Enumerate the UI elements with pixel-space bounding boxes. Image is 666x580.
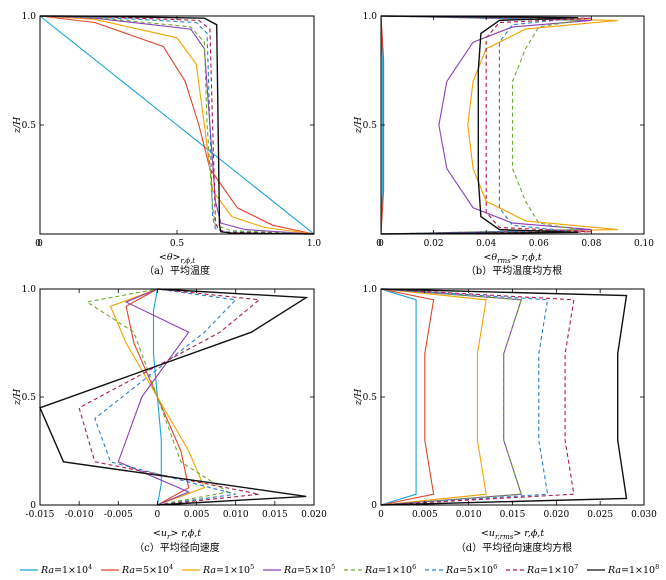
x-axis-label: <θ>r,ϕ,t xyxy=(159,252,195,265)
y-tick-label: 0.5 xyxy=(363,393,378,403)
legend-item: Ra=1×104 xyxy=(20,563,92,576)
y-tick-label: 1.0 xyxy=(363,12,378,22)
x-tick-label: 0.005 xyxy=(412,510,438,520)
series-line-7 xyxy=(380,15,579,235)
y-tick-label-origin: 0 xyxy=(376,239,382,249)
y-tick-label: 1.0 xyxy=(363,285,378,295)
chart-panel-1: 0 0.02 0.04 0.06 0.08 0.100.51.00z/H<θrms> r,… xyxy=(353,12,654,277)
x-tick-label: 0.010 xyxy=(223,510,249,520)
legend-item: Ra=1×108 xyxy=(587,563,659,576)
legend-item: Ra=5×105 xyxy=(263,563,335,576)
chart-panel-3: 0 0.005 0.010 0.015 0.020 0.025 0.030 0 0.5 1.0 z/… xyxy=(353,285,657,554)
series-line-5 xyxy=(380,15,566,235)
series-line-3 xyxy=(380,288,523,506)
x-tick-label: 0.010 xyxy=(456,510,482,520)
x-axis-label: <ur> r,ϕ,t xyxy=(153,528,201,541)
legend-label: Ra=5×106 xyxy=(445,563,497,576)
series-line-0 xyxy=(39,15,315,235)
series-line-1 xyxy=(39,15,315,235)
legend-label: Ra=1×105 xyxy=(202,563,254,576)
x-tick-label: -0.005 xyxy=(104,510,133,520)
x-tick-label: -0.010 xyxy=(65,510,94,520)
x-tick-label: 0.10 xyxy=(634,239,654,249)
y-tick-label: 0.5 xyxy=(22,121,37,131)
legend-item: Ra=1×106 xyxy=(344,563,416,576)
x-tick-label: 0.020 xyxy=(301,510,327,520)
series-line-5 xyxy=(380,288,549,506)
x-tick-label: 0.06 xyxy=(529,239,549,249)
series-line-2 xyxy=(39,15,315,235)
legend-label: Ra=1×107 xyxy=(526,563,578,576)
series-line-6 xyxy=(39,15,315,235)
plot-frame xyxy=(380,15,645,235)
panel-caption: （d）平均径向速度均方根 xyxy=(456,541,572,554)
series-line-5 xyxy=(94,288,237,506)
series-line-6 xyxy=(380,15,592,235)
legend-item: Ra=1×107 xyxy=(506,563,578,576)
legend-item: Ra=5×104 xyxy=(101,563,173,576)
y-tick-label: 0 xyxy=(371,501,377,511)
legend-item: Ra=5×106 xyxy=(425,563,497,576)
x-axis-label: <θrms> r,ϕ,t xyxy=(483,252,541,265)
panel-caption: （c）平均径向速度 xyxy=(134,541,220,554)
legend-label: Ra=1×108 xyxy=(607,563,659,576)
x-tick-label: 0 xyxy=(378,239,384,249)
series-line-0 xyxy=(380,288,417,506)
series-line-4 xyxy=(85,288,230,506)
y-tick-label: 0 xyxy=(30,501,36,511)
y-tick-label: 1.0 xyxy=(22,285,37,295)
plot-frame xyxy=(380,288,645,506)
panel-caption: （a）平均温度 xyxy=(144,264,210,277)
panel-caption: （b）平均温度均方根 xyxy=(466,264,562,277)
x-tick-label: 0 xyxy=(378,510,384,520)
y-axis-label: z/H xyxy=(12,388,23,406)
y-axis-label: z/H xyxy=(12,116,23,134)
x-tick-label: 0.04 xyxy=(476,239,496,249)
x-tick-label: 0 xyxy=(155,510,161,520)
x-tick-label: 0.08 xyxy=(581,239,601,249)
legend-label: Ra=5×104 xyxy=(121,563,173,576)
legend-label: Ra=5×105 xyxy=(283,563,335,576)
y-axis-label: z/H xyxy=(353,116,364,134)
legend-label: Ra=1×106 xyxy=(364,563,416,576)
x-tick-label: -0.015 xyxy=(26,510,55,520)
y-tick-label: 1.0 xyxy=(22,12,37,22)
x-tick-label: 0.5 xyxy=(170,239,185,249)
series-line-3 xyxy=(117,288,191,506)
series-line-7 xyxy=(380,288,628,506)
series-line-3 xyxy=(380,15,592,235)
y-tick-label-origin: 0 xyxy=(35,239,41,249)
series-line-4 xyxy=(380,288,523,506)
series-line-7 xyxy=(39,288,309,506)
y-tick-label: 0.5 xyxy=(363,121,378,131)
legend-label: Ra=1×104 xyxy=(40,563,92,576)
legend: Ra=1×104 Ra=5×104 Ra=1×105 Ra=5×105 Ra=1×106… xyxy=(20,563,659,576)
x-tick-label: 0.025 xyxy=(587,510,613,520)
legend-item: Ra=1×105 xyxy=(182,563,254,576)
chart-panel-2: -0.015 -0.010 -0.005 0 0.005 0.010 0.015 0.020 0… xyxy=(12,285,327,554)
x-tick-label: 1.0 xyxy=(307,239,322,249)
series-line-4 xyxy=(380,15,579,235)
x-tick-label: 0.030 xyxy=(631,510,657,520)
y-axis-label: z/H xyxy=(353,388,364,406)
x-axis-label: <ur,rms> r,ϕ,t xyxy=(481,528,544,541)
series-line-2 xyxy=(380,15,618,235)
series-line-1 xyxy=(380,288,435,506)
series-line-4 xyxy=(39,15,315,235)
x-tick-label: 0.015 xyxy=(262,510,288,520)
x-tick-label: 0 xyxy=(37,239,43,249)
series-line-6 xyxy=(78,288,261,506)
x-tick-label: 0.015 xyxy=(500,510,526,520)
x-tick-label: 0.005 xyxy=(184,510,210,520)
series-line-2 xyxy=(380,288,487,506)
chart-panel-0: 0 0.5 1.00.51.00z/H<θ>r,ϕ,t（a）平均温度 xyxy=(12,12,321,277)
x-tick-label: 0.02 xyxy=(424,239,444,249)
x-tick-label: 0.020 xyxy=(543,510,569,520)
series-line-7 xyxy=(39,15,315,235)
y-tick-label: 0.5 xyxy=(22,393,37,403)
plot-frame xyxy=(39,288,315,506)
